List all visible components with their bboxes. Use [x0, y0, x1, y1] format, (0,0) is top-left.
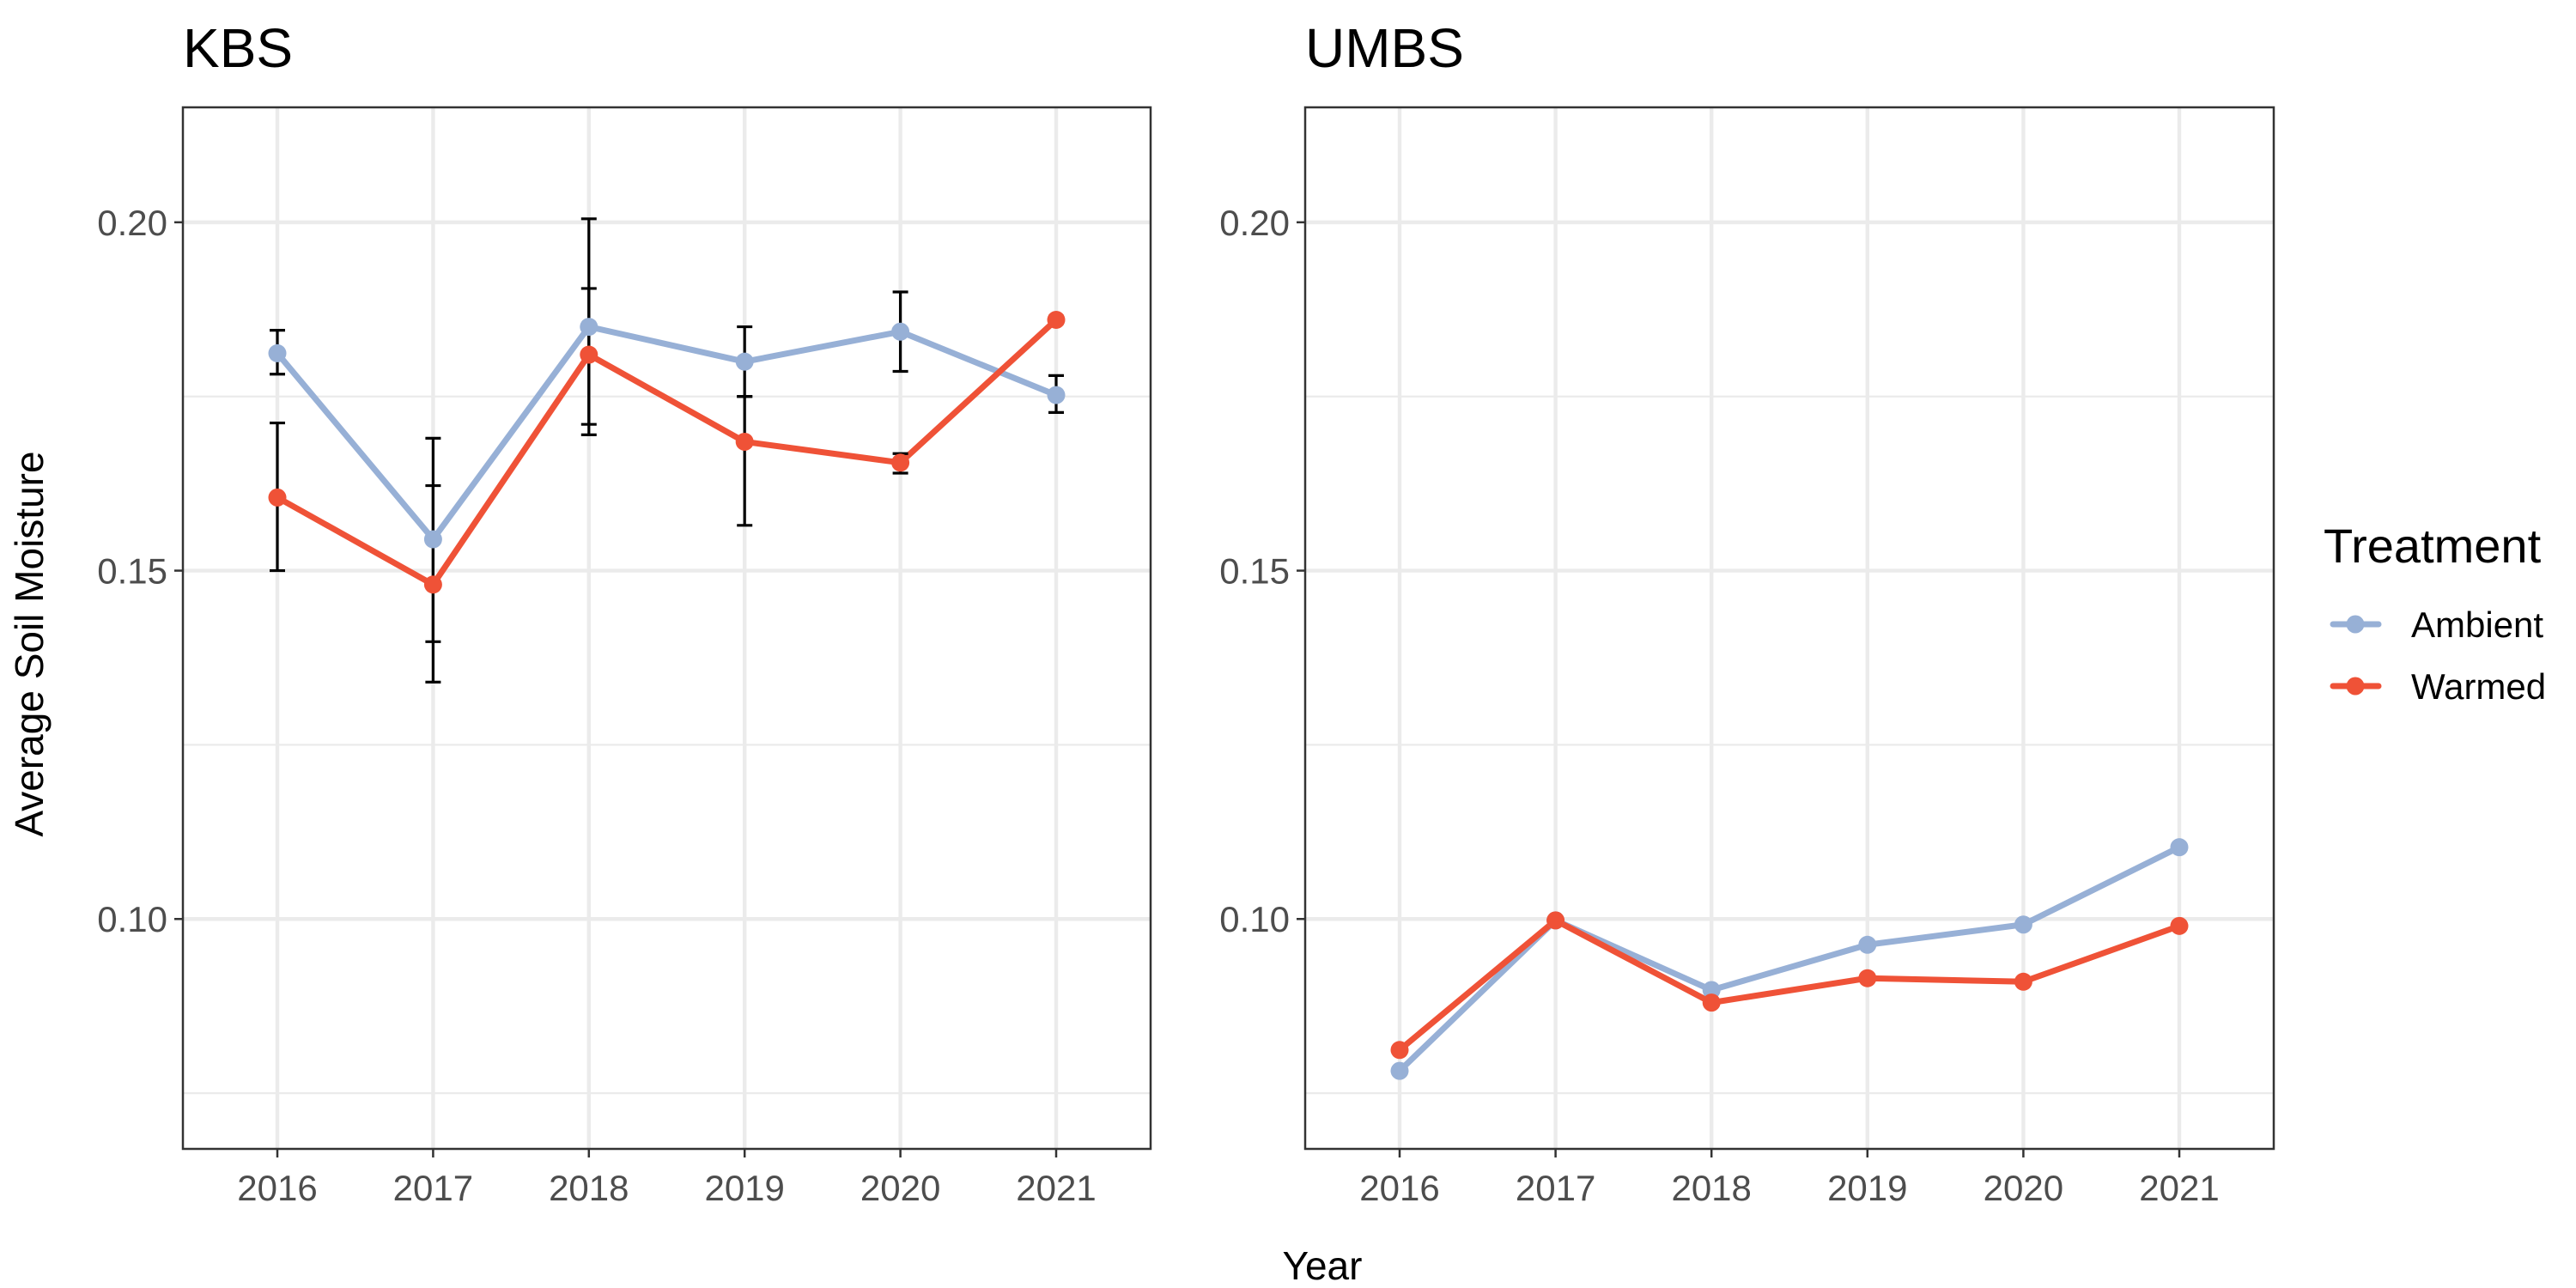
data-point-warmed [1702, 993, 1721, 1012]
error-bar-warmed [737, 395, 753, 527]
panel-title: UMBS [1305, 17, 1464, 79]
data-point-ambient [1390, 1061, 1409, 1080]
data-point-ambient [423, 530, 442, 549]
x-axis-title: Year [1283, 1243, 1363, 1288]
legend-key-point [2346, 615, 2365, 634]
data-point-ambient [891, 322, 910, 341]
y-tick-label: 0.10 [1219, 899, 1290, 939]
y-tick-label: 0.15 [1219, 551, 1290, 592]
data-point-warmed [735, 432, 754, 451]
legend-item-warmed: Warmed [2330, 666, 2546, 707]
data-point-warmed [423, 575, 442, 594]
panel-border [181, 106, 1152, 1151]
data-point-warmed [1390, 1041, 1409, 1060]
series-line-warmed [274, 316, 1060, 588]
series-line-ambient [274, 324, 1060, 543]
y-tick-label: 0.20 [1219, 203, 1290, 243]
data-point-warmed [2170, 916, 2189, 935]
data-point-warmed [891, 453, 910, 472]
x-tick-label: 2020 [1984, 1168, 2063, 1208]
x-tick-label: 2018 [1671, 1168, 1751, 1208]
x-tick-label: 2021 [2139, 1168, 2219, 1208]
data-point-ambient [580, 318, 598, 337]
x-tick-label: 2016 [237, 1168, 317, 1208]
legend-key-point [2346, 677, 2365, 696]
data-point-warmed [1047, 310, 1066, 329]
x-tick-label: 2019 [704, 1168, 784, 1208]
data-point-ambient [735, 352, 754, 371]
x-tick-label: 2021 [1016, 1168, 1096, 1208]
data-point-warmed [2014, 972, 2032, 991]
x-tick-label: 2017 [393, 1168, 473, 1208]
panel-umbs: 0.10 0.15 0.20 2016 2017 2018 2019 2020 2021 UMBS [1219, 17, 2275, 1208]
data-point-ambient [1858, 935, 1877, 954]
legend-items: Ambient Warmed [2330, 605, 2546, 707]
panel-kbs: 0.10 0.15 0.20 2016 2017 2018 2019 2020 2021 KBS [97, 17, 1152, 1208]
panel-background [183, 107, 1151, 1149]
x-tick-label: 2016 [1359, 1168, 1439, 1208]
legend-title: Treatment [2324, 519, 2542, 573]
x-tick-label: 2017 [1516, 1168, 1595, 1208]
legend-label: Ambient [2411, 605, 2543, 645]
panel-background [1305, 107, 2274, 1149]
data-point-warmed [580, 345, 598, 364]
x-tick-label: 2020 [860, 1168, 940, 1208]
data-point-warmed [1546, 911, 1565, 930]
panel-title: KBS [183, 17, 293, 79]
data-point-ambient [2014, 915, 2032, 934]
data-point-ambient [1702, 981, 1721, 999]
y-axis-title: Average Soil Moisture [7, 451, 52, 836]
series-line-warmed [1396, 917, 2183, 1054]
x-tick-label: 2018 [549, 1168, 629, 1208]
data-point-ambient [2170, 838, 2189, 857]
data-point-warmed [268, 488, 287, 507]
legend: Treatment Ambient Warmed [2324, 519, 2546, 707]
panel-border [1303, 106, 2275, 1151]
y-tick-label: 0.20 [97, 203, 167, 243]
y-tick-label: 0.15 [97, 551, 167, 592]
data-point-warmed [1858, 969, 1877, 987]
x-tick-label: 2019 [1827, 1168, 1907, 1208]
error-bar-warmed [425, 436, 441, 683]
legend-item-ambient: Ambient [2330, 605, 2543, 645]
data-point-ambient [268, 343, 287, 362]
legend-label: Warmed [2411, 666, 2546, 707]
y-tick-label: 0.10 [97, 899, 167, 939]
data-point-ambient [1047, 386, 1066, 404]
